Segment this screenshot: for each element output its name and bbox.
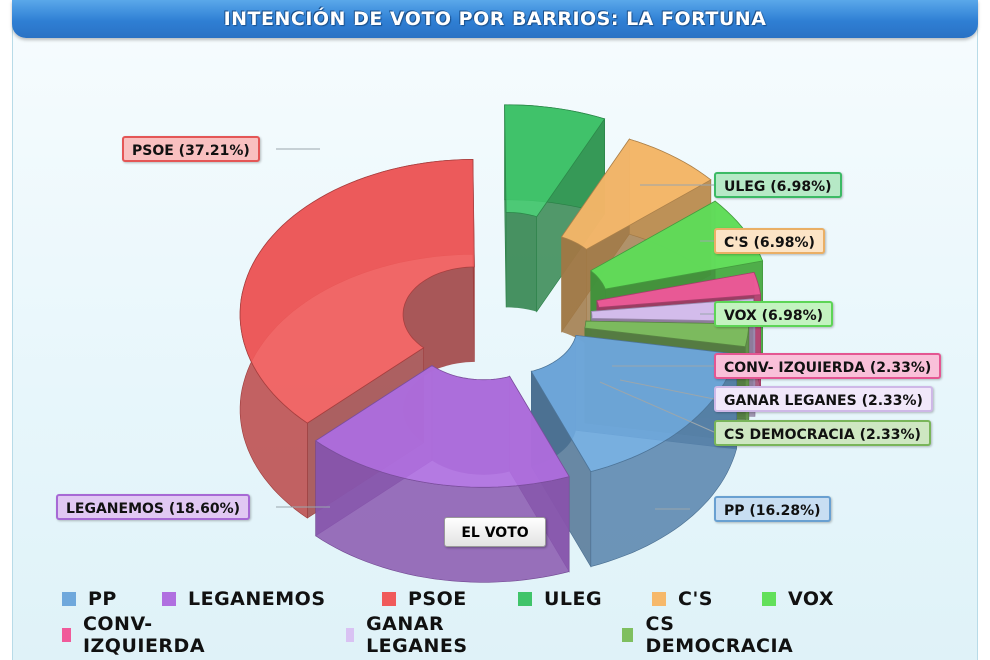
- legend-label: C'S: [678, 588, 713, 610]
- slice-top-pp: [530, 334, 738, 473]
- legend-swatch: [518, 592, 532, 606]
- legend-item-ganar-leganes: GANAR LEGANES: [346, 613, 473, 657]
- slice-top-vox: [589, 200, 764, 290]
- legend-label: PSOE: [408, 588, 467, 610]
- legend-item-leganemos: LEGANEMOS: [162, 588, 326, 610]
- legend-item-psoe: PSOE: [382, 588, 467, 610]
- legend-label: GANAR LEGANES: [366, 613, 468, 657]
- label-uleg: ULEG (6.98%): [714, 172, 842, 198]
- label-pp: PP (16.28%): [714, 496, 831, 522]
- slice-top-uleg: [504, 104, 606, 218]
- slice-pp: [530, 334, 738, 568]
- legend-swatch: [652, 592, 666, 606]
- label-vox: VOX (6.98%): [714, 301, 834, 327]
- legend-item-pp: PP: [62, 588, 117, 610]
- legend-label: PP: [88, 588, 117, 610]
- legend-swatch: [762, 592, 776, 606]
- legend-label: ULEG: [544, 588, 603, 610]
- label-conv-izquierda: CONV- IZQUIERDA (2.33%): [714, 353, 942, 379]
- label-psoe: PSOE (37.21%): [122, 136, 260, 162]
- leader-line-cs-democracia: [599, 381, 715, 433]
- label-leganemos: LEGANEMOS (18.60%): [56, 494, 250, 520]
- legend-item-c-s: C'S: [652, 588, 713, 610]
- legend-swatch: [62, 592, 76, 606]
- chart-title: INTENCIÓN DE VOTO POR BARRIOS: LA FORTUN…: [223, 8, 767, 30]
- slice-top-psoe: [239, 158, 475, 424]
- legend-swatch: [382, 592, 396, 606]
- label-cs-democracia: CS DEMOCRACIA (2.33%): [714, 420, 931, 446]
- slice-inner-wall: [506, 212, 537, 312]
- legend-label: LEGANEMOS: [188, 588, 326, 610]
- legend-swatch: [62, 628, 71, 642]
- label-c-s: C'S (6.98%): [714, 228, 825, 254]
- slice-top-cs-democracia: [584, 320, 750, 348]
- legend-swatch: [162, 592, 176, 606]
- title-bar: INTENCIÓN DE VOTO POR BARRIOS: LA FORTUN…: [12, 0, 978, 38]
- legend-item-cs-democracia: CS DEMOCRACIA: [622, 613, 796, 657]
- legend-item-vox: VOX: [762, 588, 834, 610]
- center-label: EL VOTO: [444, 517, 546, 547]
- label-ganar-leganes: GANAR LEGANES (2.33%): [714, 386, 933, 412]
- slice-inner-wall: [561, 236, 587, 345]
- leader-line-ganar-leganes: [619, 379, 715, 400]
- legend-item-uleg: ULEG: [518, 588, 602, 610]
- legend-swatch: [622, 628, 634, 642]
- legend-label: CONV- IZQUIERDA: [82, 613, 206, 657]
- slice-uleg: [504, 104, 606, 313]
- legend-label: VOX: [788, 588, 834, 610]
- legend-swatch: [346, 628, 355, 642]
- slice-top-leganemos: [314, 365, 570, 488]
- legend-item-conv-izquierda: CONV- IZQUIERDA: [62, 613, 210, 657]
- slice-top-c-s: [560, 138, 712, 250]
- slice-top-conv-izquierda: [596, 271, 762, 308]
- legend-label: CS DEMOCRACIA: [645, 613, 794, 657]
